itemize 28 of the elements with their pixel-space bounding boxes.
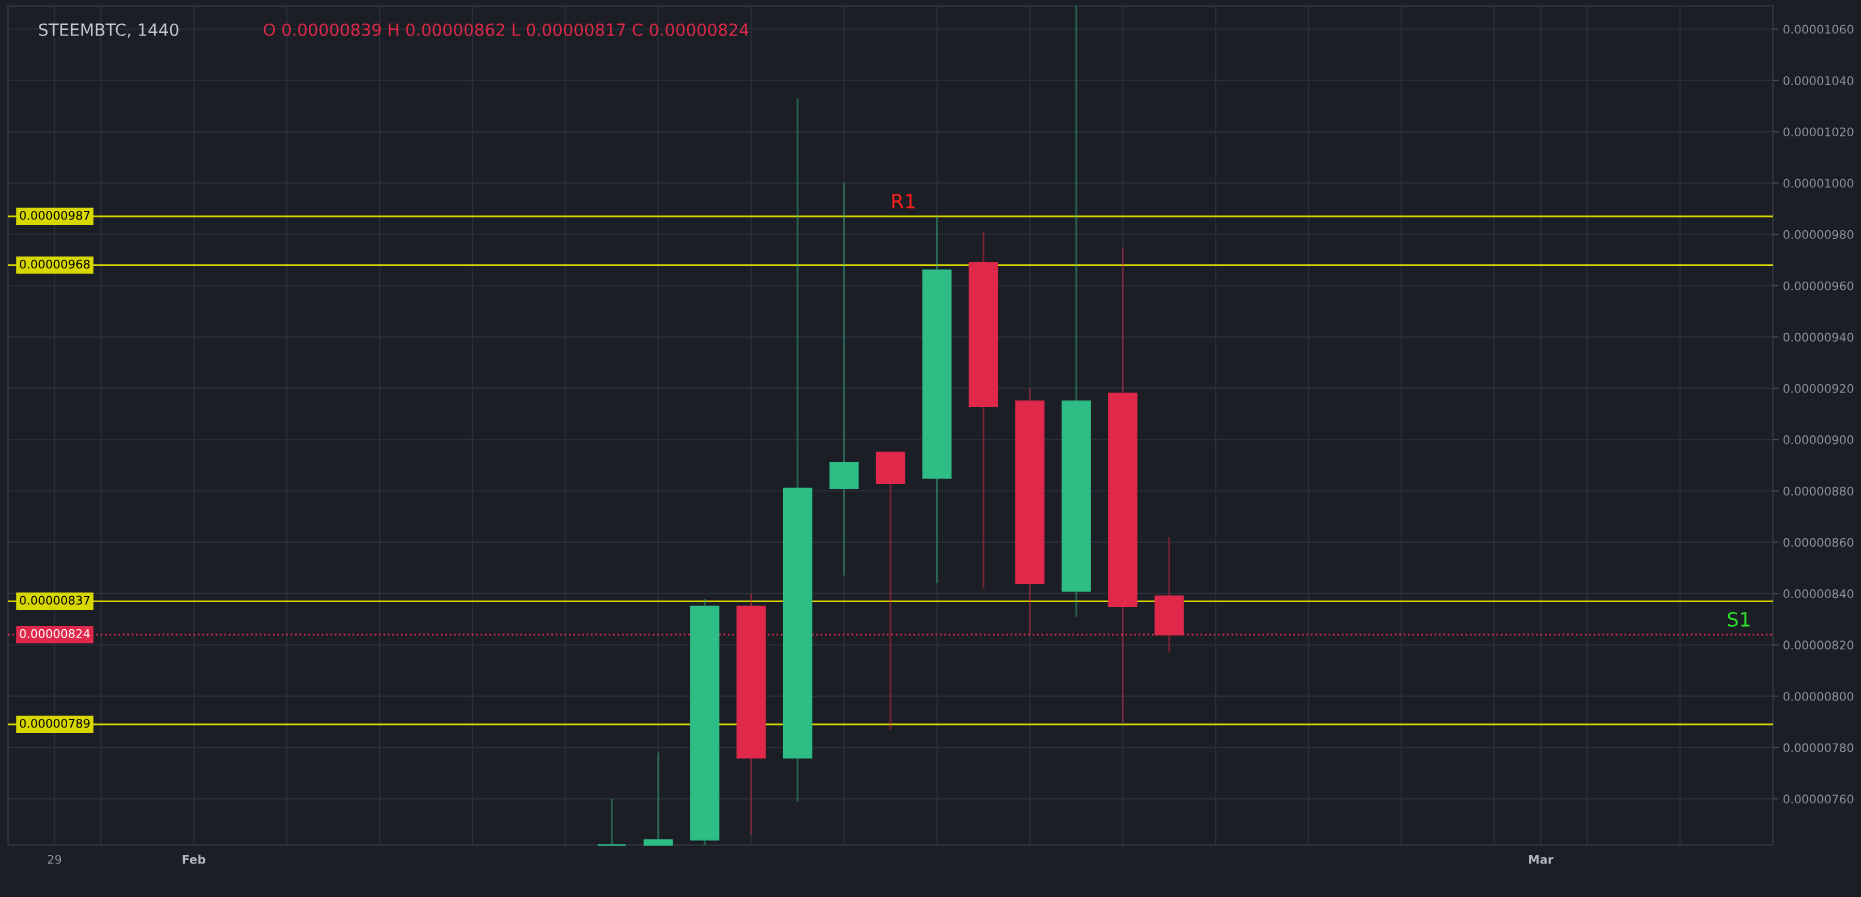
y-tick-label: 0.00000940 <box>1783 332 1854 342</box>
y-tick-label: 0.00000820 <box>1783 640 1854 650</box>
y-tick-label: 0.00001040 <box>1783 76 1854 86</box>
annotation: S1 <box>1727 611 1750 627</box>
y-tick-label: 0.00000780 <box>1783 743 1854 753</box>
ref-line-label: 0.00000824 <box>19 629 90 639</box>
y-tick-label: 0.00000980 <box>1783 230 1854 239</box>
y-tick-label: 0.00000920 <box>1783 384 1854 393</box>
ref-line-label: 0.00000968 <box>19 259 90 269</box>
text: STEEMBTC, 1440 <box>39 23 179 38</box>
annotation: R1 <box>892 194 915 209</box>
y-tick-label: 0.00000840 <box>1783 589 1854 599</box>
x-tick-label: 29 <box>47 854 62 864</box>
ref-line-label: 0.00000987 <box>19 210 90 220</box>
y-tick-label: 0.00000760 <box>1783 794 1854 804</box>
y-tick-label: 0.00000800 <box>1783 691 1854 701</box>
ref-line-label: 0.00000837 <box>19 595 90 605</box>
y-tick-label: 0.00001000 <box>1783 178 1854 188</box>
y-tick-label: 0.00001020 <box>1783 127 1854 137</box>
y-tick-label: 0.00000860 <box>1783 537 1854 547</box>
y-tick-label: 0.00001060 <box>1783 24 1854 34</box>
text: O 0.00000839 H 0.00000862 L 0.00000817 C 0.00000824 <box>263 23 749 37</box>
y-tick-label: 0.00000900 <box>1783 435 1854 445</box>
y-tick-label: 0.00000960 <box>1783 281 1854 291</box>
y-tick-label: 0.00000880 <box>1783 486 1854 496</box>
ref-line-label: 0.00000789 <box>19 718 90 728</box>
x-tick-label: Feb <box>182 854 206 864</box>
x-tick-label: Mar <box>1529 855 1554 864</box>
